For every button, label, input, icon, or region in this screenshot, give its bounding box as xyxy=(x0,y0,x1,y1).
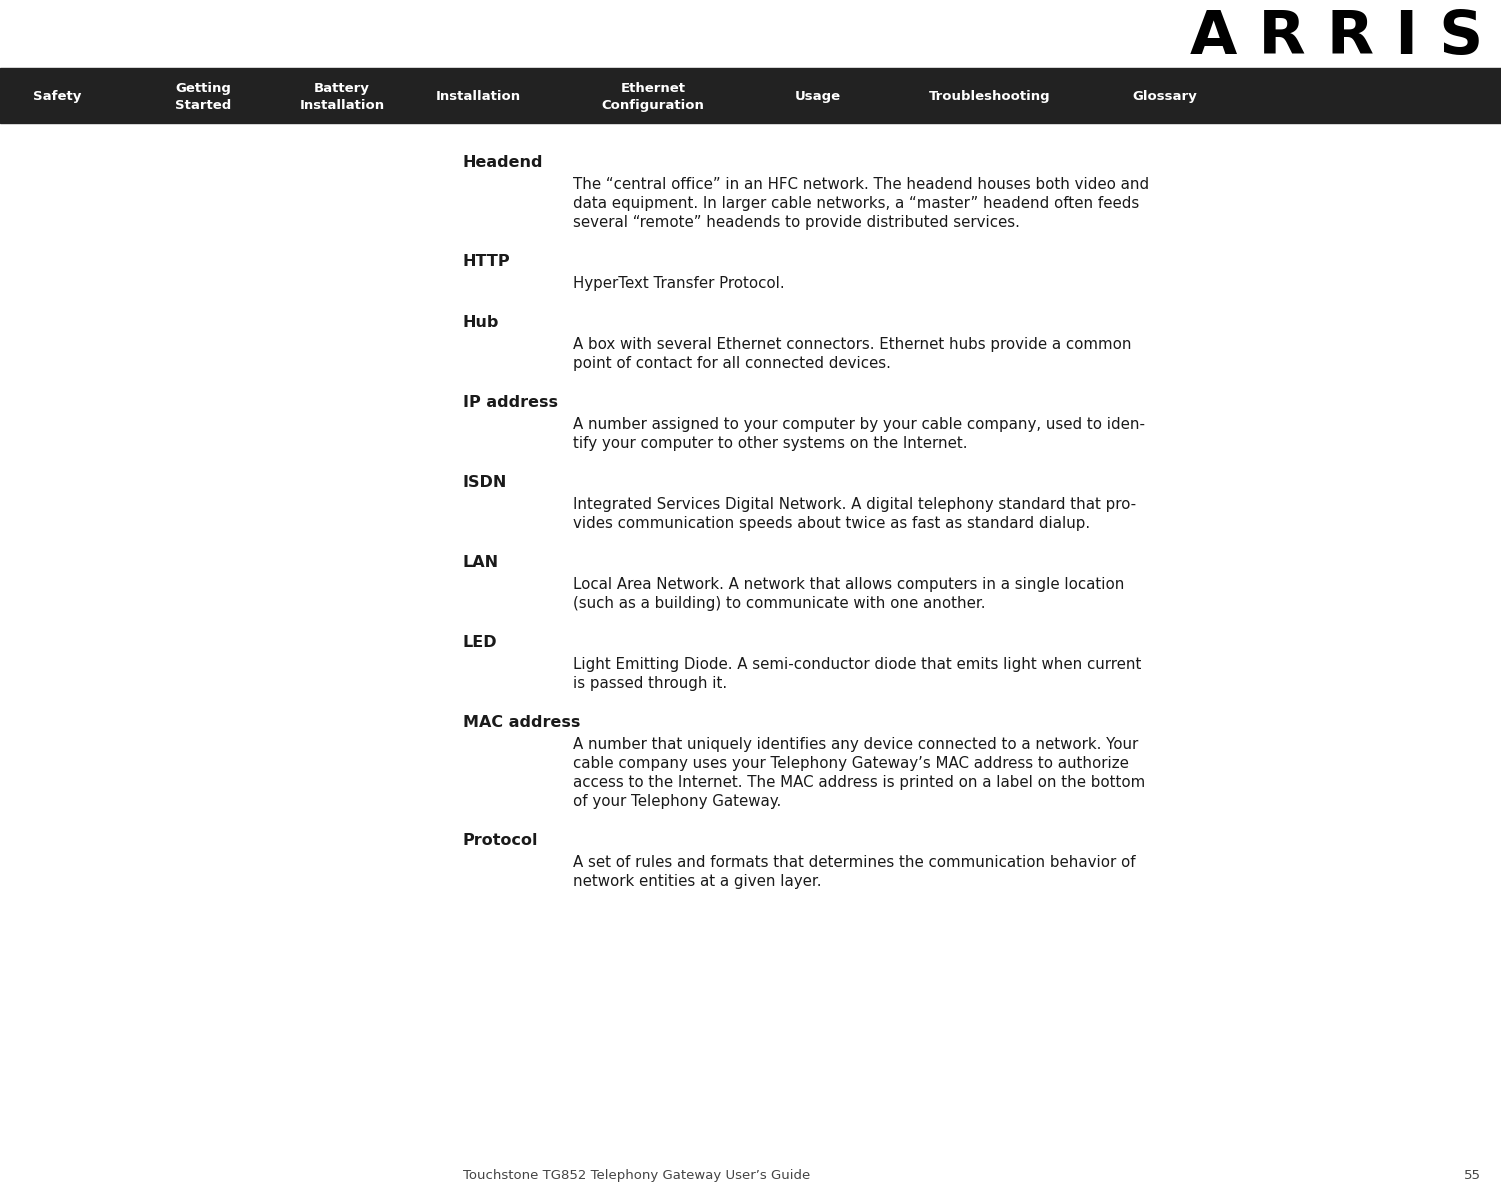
Text: 55: 55 xyxy=(1463,1169,1481,1182)
Text: Hub: Hub xyxy=(462,315,500,330)
Text: MAC address: MAC address xyxy=(462,715,581,730)
Text: IP address: IP address xyxy=(462,394,558,410)
Text: Headend: Headend xyxy=(462,155,543,170)
Text: Integrated Services Digital Network. A digital telephony standard that pro-: Integrated Services Digital Network. A d… xyxy=(573,498,1136,512)
Text: A number that uniquely identifies any device connected to a network. Your: A number that uniquely identifies any de… xyxy=(573,737,1138,752)
Text: The “central office” in an HFC network. The headend houses both video and: The “central office” in an HFC network. … xyxy=(573,177,1150,192)
Text: is passed through it.: is passed through it. xyxy=(573,676,726,691)
Text: of your Telephony Gateway.: of your Telephony Gateway. xyxy=(573,794,781,809)
Text: LED: LED xyxy=(462,635,498,650)
Text: Local Area Network. A network that allows computers in a single location: Local Area Network. A network that allow… xyxy=(573,577,1124,592)
Text: vides communication speeds about twice as fast as standard dialup.: vides communication speeds about twice a… xyxy=(573,516,1090,531)
Text: Installation: Installation xyxy=(435,90,521,103)
Text: Touchstone TG852 Telephony Gateway User’s Guide: Touchstone TG852 Telephony Gateway User’… xyxy=(462,1169,811,1182)
Text: Getting: Getting xyxy=(176,82,231,95)
Text: Glossary: Glossary xyxy=(1133,90,1198,103)
Text: Light Emitting Diode. A semi-conductor diode that emits light when current: Light Emitting Diode. A semi-conductor d… xyxy=(573,657,1141,671)
Text: A box with several Ethernet connectors. Ethernet hubs provide a common: A box with several Ethernet connectors. … xyxy=(573,337,1132,353)
Text: access to the Internet. The MAC address is printed on a label on the bottom: access to the Internet. The MAC address … xyxy=(573,775,1145,790)
Text: several “remote” headends to provide distributed services.: several “remote” headends to provide dis… xyxy=(573,215,1019,230)
Text: tify your computer to other systems on the Internet.: tify your computer to other systems on t… xyxy=(573,436,968,451)
Text: Protocol: Protocol xyxy=(462,833,539,848)
Text: Ethernet: Ethernet xyxy=(620,82,686,95)
Text: A R R I S: A R R I S xyxy=(1190,8,1483,67)
Text: Started: Started xyxy=(176,100,231,112)
Text: Configuration: Configuration xyxy=(602,100,704,112)
Text: Usage: Usage xyxy=(796,90,841,103)
Bar xyxy=(0,68,1501,123)
Text: A set of rules and formats that determines the communication behavior of: A set of rules and formats that determin… xyxy=(573,855,1136,870)
Text: (such as a building) to communicate with one another.: (such as a building) to communicate with… xyxy=(573,596,986,611)
Text: point of contact for all connected devices.: point of contact for all connected devic… xyxy=(573,356,892,370)
Text: HTTP: HTTP xyxy=(462,254,510,269)
Text: cable company uses your Telephony Gateway’s MAC address to authorize: cable company uses your Telephony Gatewa… xyxy=(573,757,1129,771)
Text: HyperText Transfer Protocol.: HyperText Transfer Protocol. xyxy=(573,276,785,291)
Text: Battery: Battery xyxy=(314,82,369,95)
Text: network entities at a given layer.: network entities at a given layer. xyxy=(573,874,821,888)
Text: A number assigned to your computer by your cable company, used to iden-: A number assigned to your computer by yo… xyxy=(573,417,1145,432)
Text: Installation: Installation xyxy=(299,100,384,112)
Text: LAN: LAN xyxy=(462,555,500,570)
Text: Troubleshooting: Troubleshooting xyxy=(929,90,1051,103)
Text: Safety: Safety xyxy=(33,90,81,103)
Text: data equipment. In larger cable networks, a “master” headend often feeds: data equipment. In larger cable networks… xyxy=(573,195,1139,211)
Text: ISDN: ISDN xyxy=(462,475,507,490)
